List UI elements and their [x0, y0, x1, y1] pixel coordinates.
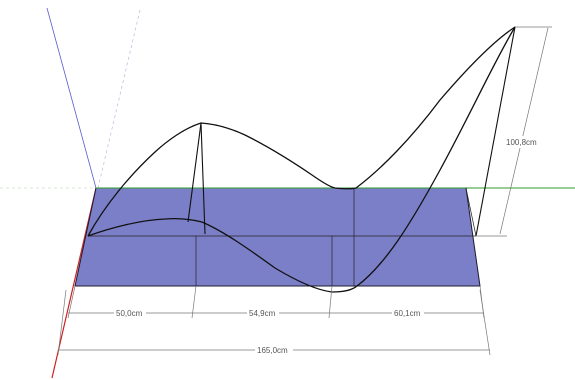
profile-verticals — [187, 26, 516, 237]
upper-curve[interactable] — [87, 26, 516, 237]
dimension-seg3-label: 60,1cm — [394, 309, 421, 318]
blue-axis-line — [46, 7, 97, 189]
blue-axis-dashed — [97, 9, 141, 189]
dimension-seg2-label: 54,9cm — [249, 309, 276, 318]
height-dimension[interactable] — [476, 26, 552, 237]
height-dimension-label: 100,8cm — [506, 138, 537, 147]
blue-face[interactable] — [74, 187, 481, 287]
dimension-total-label: 165,0cm — [257, 346, 288, 355]
lower-curve[interactable] — [87, 26, 516, 293]
dimension-seg1-label: 50,0cm — [116, 309, 143, 318]
construction-lines — [88, 187, 477, 286]
